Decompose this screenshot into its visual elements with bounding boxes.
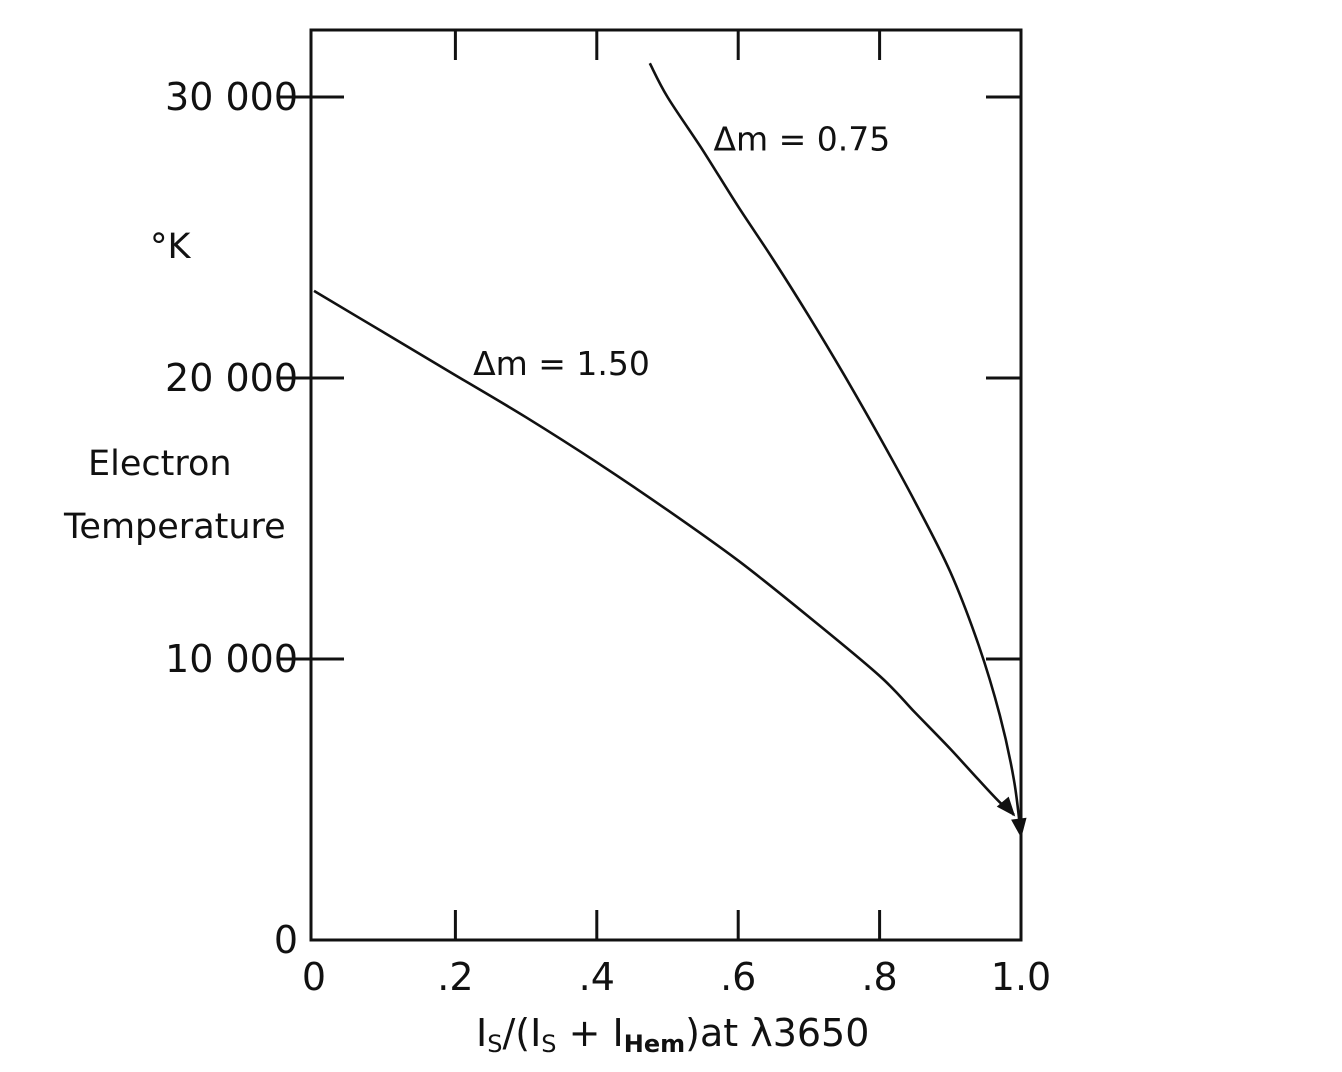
tick-marks [278, 30, 1021, 940]
x-tick-label: 1.0 [991, 955, 1051, 999]
series-label-1: Δm = 1.50 [473, 344, 650, 383]
x-label-tail: )at λ3650 [685, 1011, 869, 1055]
y-axis-label-line1: Electron [88, 444, 232, 484]
y-axis-label-line2: Temperature [63, 507, 286, 547]
x-tick-label: .8 [861, 955, 897, 999]
x-tick-label: .2 [437, 955, 473, 999]
y-axis-unit-label: °K [150, 227, 192, 267]
x-label-hem: Hem [624, 1030, 685, 1058]
plot-frame [309, 28, 1023, 942]
x-tick-label: .6 [720, 955, 756, 999]
y-tick-label: 20 000 [165, 356, 298, 400]
series-line-1 [313, 289, 1015, 816]
x-label-s2: S [541, 1030, 556, 1058]
x-tick-label: 0 [302, 955, 326, 999]
x-axis-label: IS/(IS + IHem)at λ3650 [476, 1011, 869, 1058]
x-label-s1: S [487, 1030, 502, 1058]
y-tick-label: 0 [274, 918, 298, 962]
series-layer: Δm = 1.50 Δm = 0.75 [313, 62, 1027, 839]
tick-labels: 0 .2 .4 .6 .8 1.0 0 10 000 20 000 30 000 [165, 75, 1051, 999]
axis-labels: °K Electron Temperature IS/(IS + IHem)at… [63, 227, 869, 1058]
series-line-2 [648, 62, 1023, 837]
x-label-plus: + I [557, 1011, 624, 1055]
y-tick-label: 10 000 [165, 637, 298, 681]
series-arrowhead-2 [1011, 817, 1027, 839]
x-tick-label: .4 [579, 955, 615, 999]
series-arrowhead-1 [996, 796, 1016, 817]
x-label-mid: /(I [502, 1011, 541, 1055]
x-label-i1: I [476, 1011, 487, 1055]
y-tick-label: 30 000 [165, 75, 298, 119]
series-label-2: Δm = 0.75 [713, 119, 890, 158]
